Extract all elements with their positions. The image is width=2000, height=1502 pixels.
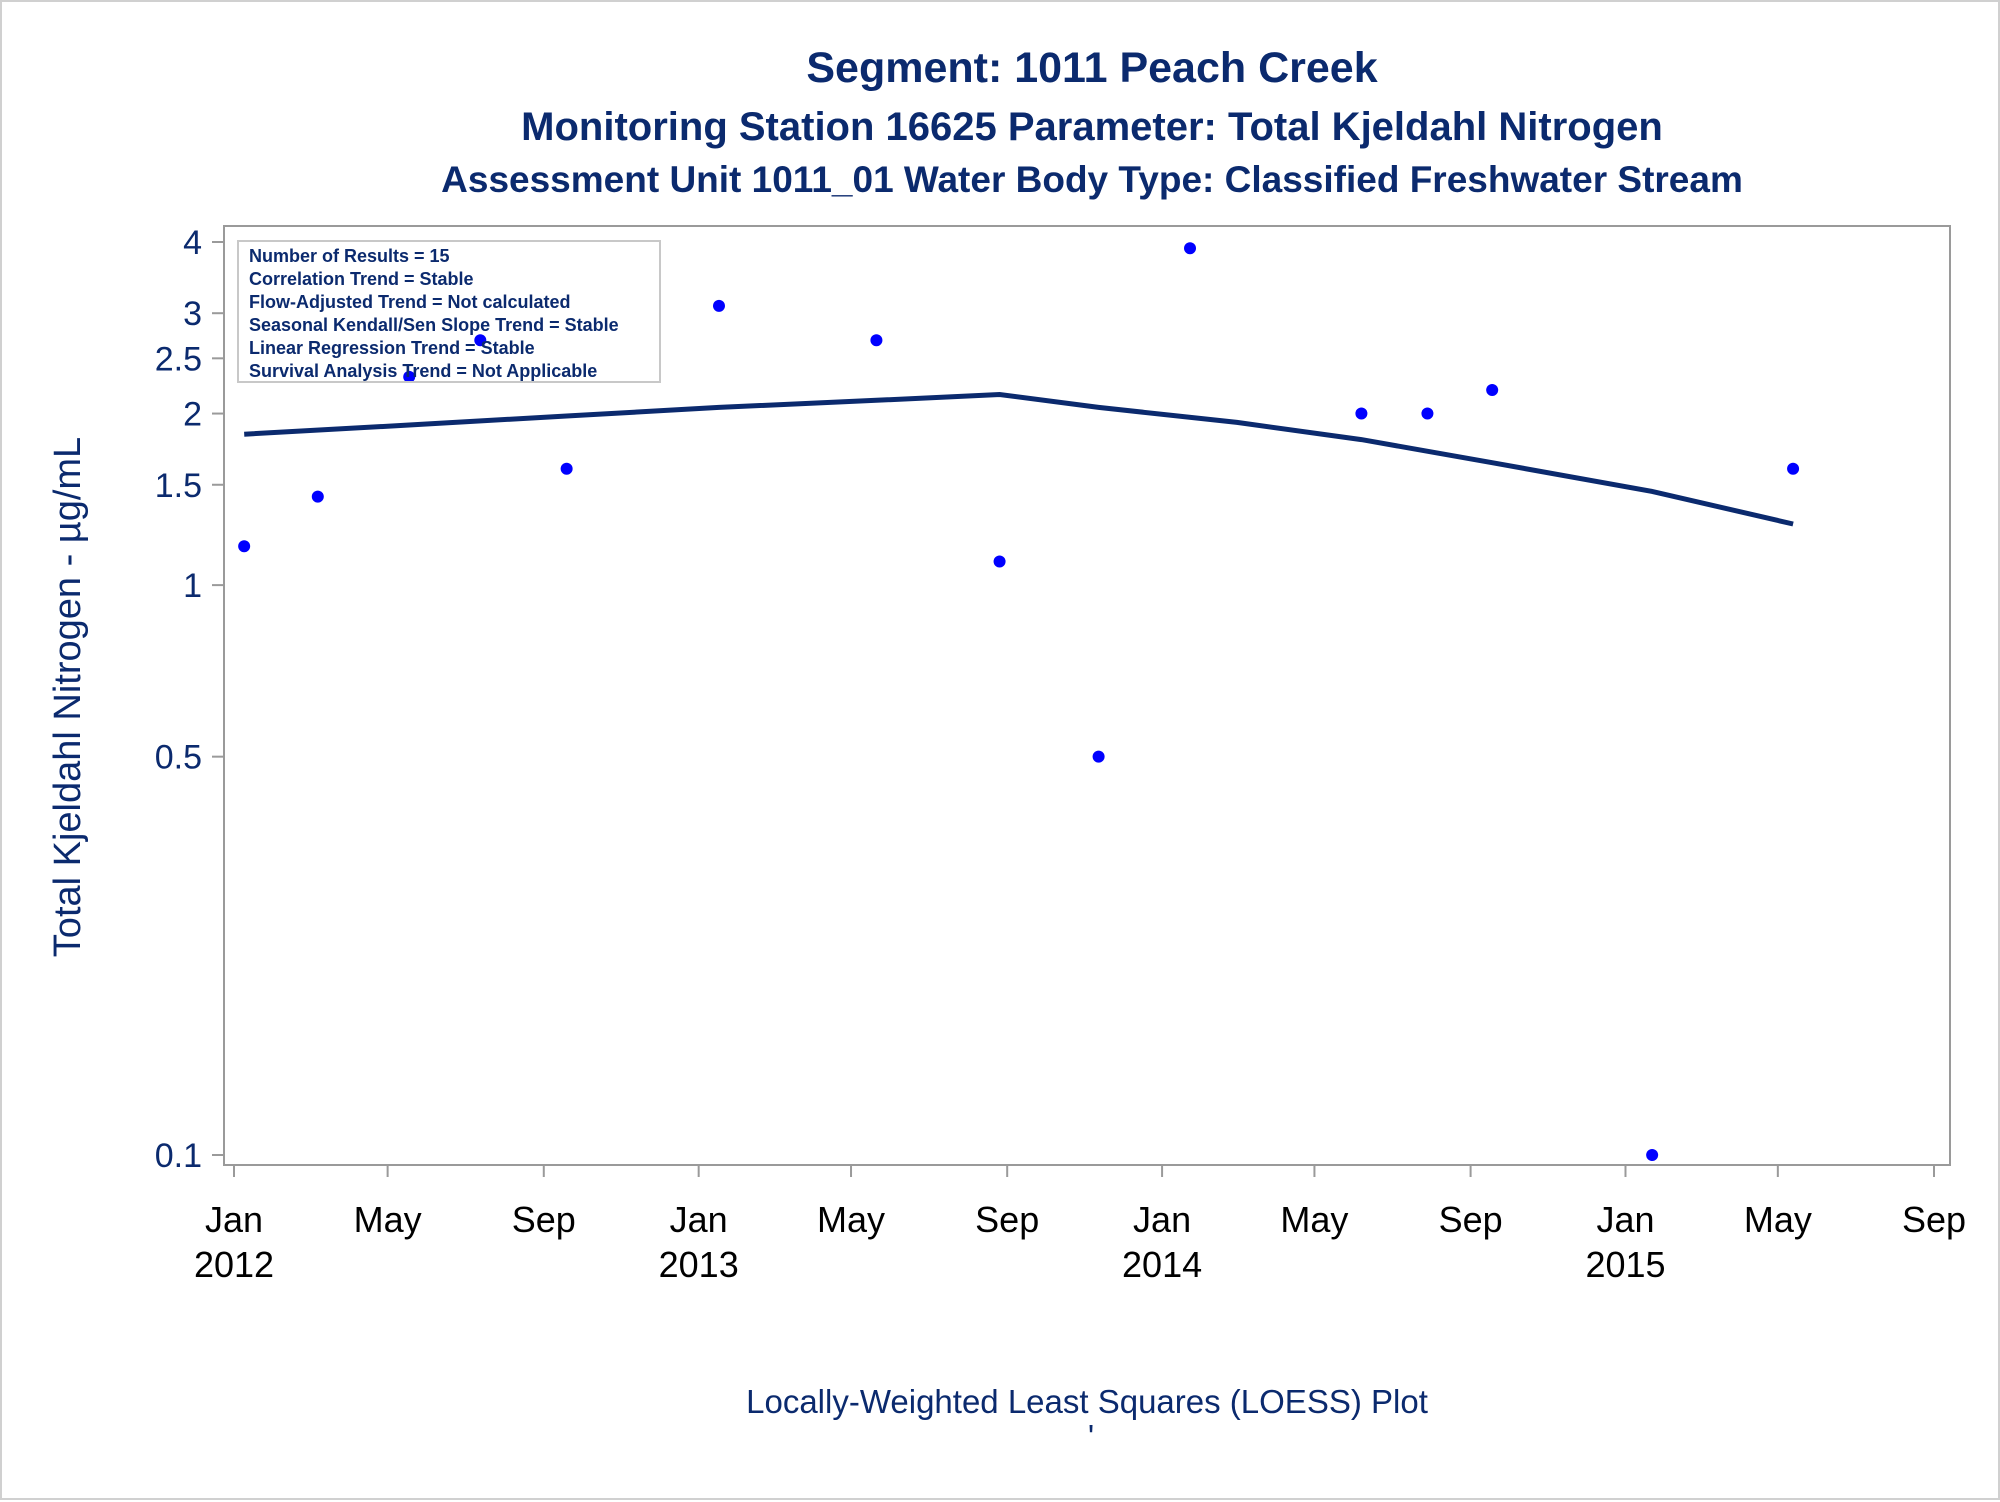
footnote-tick-mark: ' — [1088, 1418, 1094, 1455]
stats-box: Number of Results = 15 Correlation Trend… — [237, 240, 661, 383]
x-tick-label: May — [1744, 1199, 1812, 1240]
y-tick-label: 0.1 — [155, 1137, 202, 1175]
x-tick-year-label: 2014 — [1122, 1244, 1202, 1285]
data-point — [1646, 1149, 1659, 1161]
data-point — [1355, 407, 1368, 420]
chart-subtitle-station: Monitoring Station 16625 Parameter: Tota… — [521, 105, 1663, 149]
x-tick-label: May — [354, 1199, 422, 1240]
chart-subtitle-assessment: Assessment Unit 1011_01 Water Body Type:… — [441, 159, 1743, 200]
data-point — [474, 334, 487, 347]
y-tick-label: 1 — [183, 567, 202, 605]
stats-line: Number of Results = 15 — [249, 246, 450, 266]
x-tick-label: May — [817, 1199, 885, 1240]
y-axis: 0.1 0.5 1 1.5 2 2.5 3 4 — [155, 224, 224, 1175]
x-tick-year-label: 2015 — [1585, 1244, 1665, 1285]
stats-box-border — [237, 240, 661, 383]
x-tick-label: Jan — [1133, 1199, 1191, 1240]
x-tick-label: Jan — [670, 1199, 728, 1240]
x-tick-label: Sep — [1439, 1199, 1503, 1240]
stats-line: Flow-Adjusted Trend = Not calculated — [249, 292, 571, 312]
plot-area — [223, 225, 1951, 1166]
data-point — [1787, 462, 1800, 475]
y-tick-label: 3 — [183, 295, 202, 333]
data-point — [1486, 383, 1499, 396]
data-point — [1092, 750, 1105, 763]
data-point — [870, 334, 883, 347]
data-point — [560, 462, 573, 475]
data-point — [712, 299, 725, 312]
x-tick-label: Jan — [1596, 1199, 1654, 1240]
stats-line: Linear Regression Trend = Stable — [249, 338, 535, 358]
x-tick-label: Sep — [975, 1199, 1039, 1240]
y-axis-title: Total Kjeldahl Nitrogen - µg/mL — [47, 437, 89, 957]
stats-line: Survival Analysis Trend = Not Applicable — [249, 361, 597, 381]
y-tick-label: 2 — [183, 396, 202, 434]
stats-line: Correlation Trend = Stable — [249, 269, 474, 289]
x-tick-label: Jan — [205, 1199, 263, 1240]
y-tick-label: 0.5 — [155, 739, 202, 777]
x-tick-year-label: 2012 — [194, 1244, 274, 1285]
y-tick-label: 4 — [183, 224, 202, 262]
y-tick-label: 2.5 — [155, 340, 202, 378]
x-tick-label: May — [1280, 1199, 1348, 1240]
data-point — [1421, 407, 1434, 420]
data-point — [1184, 242, 1197, 255]
footnote: Locally-Weighted Least Squares (LOESS) P… — [746, 1383, 1428, 1420]
x-tick-label: Sep — [1902, 1199, 1966, 1240]
data-points — [238, 242, 1800, 1161]
data-point — [238, 540, 251, 553]
data-point — [311, 490, 324, 503]
stats-line: Seasonal Kendall/Sen Slope Trend = Stabl… — [249, 315, 619, 335]
data-point — [993, 555, 1006, 568]
x-tick-year-label: 2013 — [659, 1244, 739, 1285]
y-tick-label: 1.5 — [155, 467, 202, 505]
chart-title: Segment: 1011 Peach Creek — [806, 44, 1377, 92]
x-tick-label: Sep — [512, 1199, 576, 1240]
data-point — [403, 370, 416, 383]
loess-line — [244, 391, 1794, 527]
